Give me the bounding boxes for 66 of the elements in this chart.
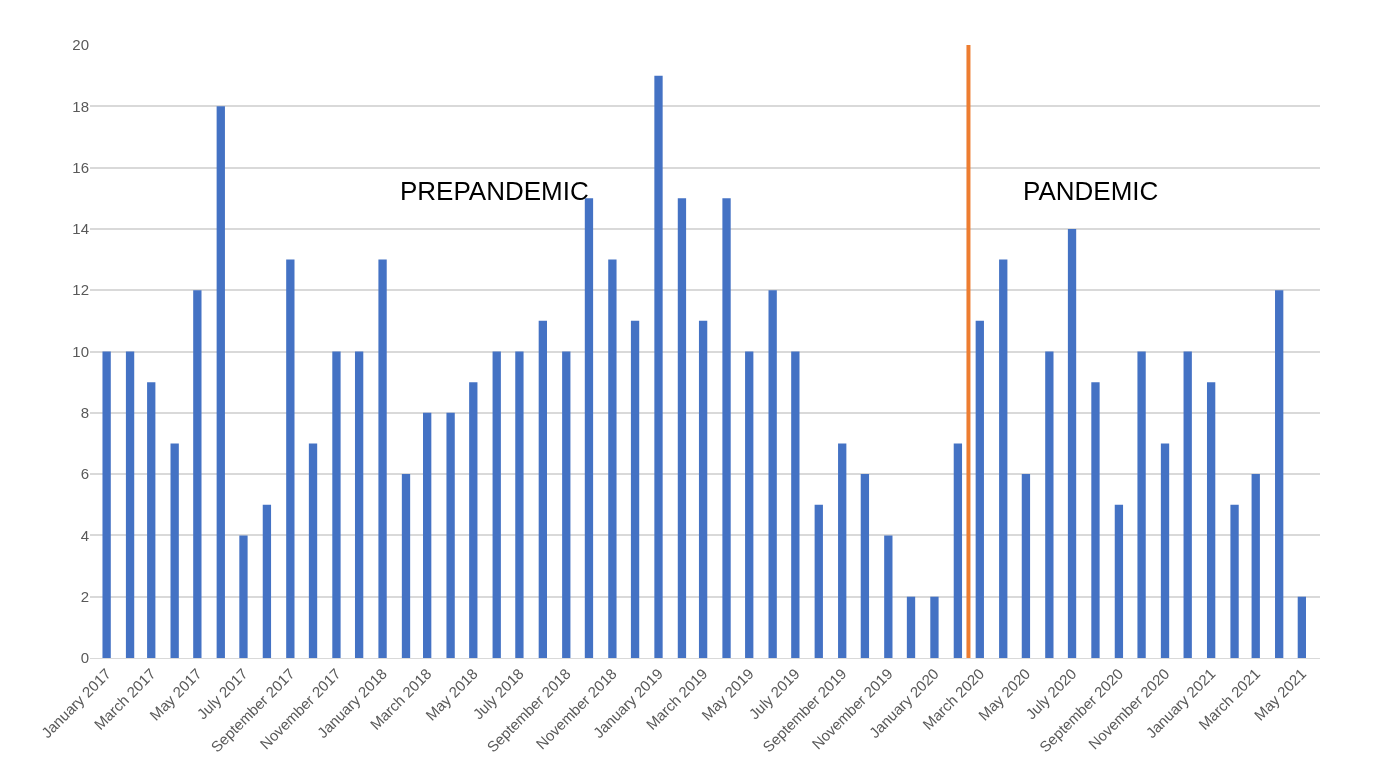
bar [1137, 351, 1146, 658]
bar [170, 443, 179, 658]
bar [654, 75, 663, 658]
bar [1045, 351, 1054, 658]
y-tick-label: 0 [80, 649, 89, 667]
y-tick-label: 16 [72, 158, 89, 176]
bar [930, 596, 939, 658]
bar [492, 351, 501, 658]
bar [401, 474, 411, 658]
y-tick-label: 6 [80, 465, 89, 483]
bar [102, 351, 111, 658]
bar [791, 351, 800, 658]
bar [1297, 596, 1307, 658]
annotation: PANDEMIC [1023, 176, 1159, 206]
bar [239, 535, 248, 658]
bar [1160, 443, 1170, 658]
bar [1206, 382, 1216, 658]
bar [1183, 351, 1192, 658]
bar [906, 596, 916, 658]
bar [147, 382, 156, 658]
bar [860, 474, 870, 658]
bar [515, 351, 524, 658]
bar [446, 412, 455, 658]
bar [193, 290, 202, 658]
bar [1067, 228, 1077, 658]
bar [1230, 504, 1239, 658]
bar [1251, 474, 1260, 658]
y-tick-label: 8 [80, 404, 89, 422]
bar [722, 198, 731, 658]
y-tick-label: 20 [72, 36, 89, 54]
bar [745, 351, 754, 658]
bar [125, 351, 135, 658]
y-tick-label: 4 [80, 526, 89, 544]
bar [262, 504, 272, 658]
bar [378, 259, 387, 658]
y-tick-label: 10 [72, 342, 89, 360]
bar [608, 259, 617, 658]
bar [838, 443, 847, 658]
y-tick-label: 14 [72, 220, 89, 238]
bar [584, 198, 594, 658]
bar [953, 443, 963, 658]
bar [308, 443, 318, 658]
bar [1275, 290, 1284, 658]
y-tick-label: 18 [72, 97, 89, 115]
bar [698, 320, 708, 658]
bar [469, 382, 478, 658]
bar [677, 198, 687, 658]
bar [216, 106, 225, 658]
bar [423, 412, 432, 658]
bar [286, 259, 295, 658]
bar [814, 504, 823, 658]
bar [1091, 382, 1100, 658]
bar [975, 320, 984, 658]
bar [999, 259, 1008, 658]
bar [1021, 474, 1031, 658]
y-tick-label: 2 [80, 587, 89, 605]
bar [332, 351, 341, 658]
bar [354, 351, 364, 658]
bar [768, 290, 777, 658]
bar [562, 351, 571, 658]
y-tick-label: 12 [72, 281, 89, 299]
bar [1114, 504, 1124, 658]
bar [630, 320, 640, 658]
annotation: PREPANDEMIC [400, 176, 589, 206]
bar [884, 535, 893, 658]
bar [538, 320, 547, 658]
